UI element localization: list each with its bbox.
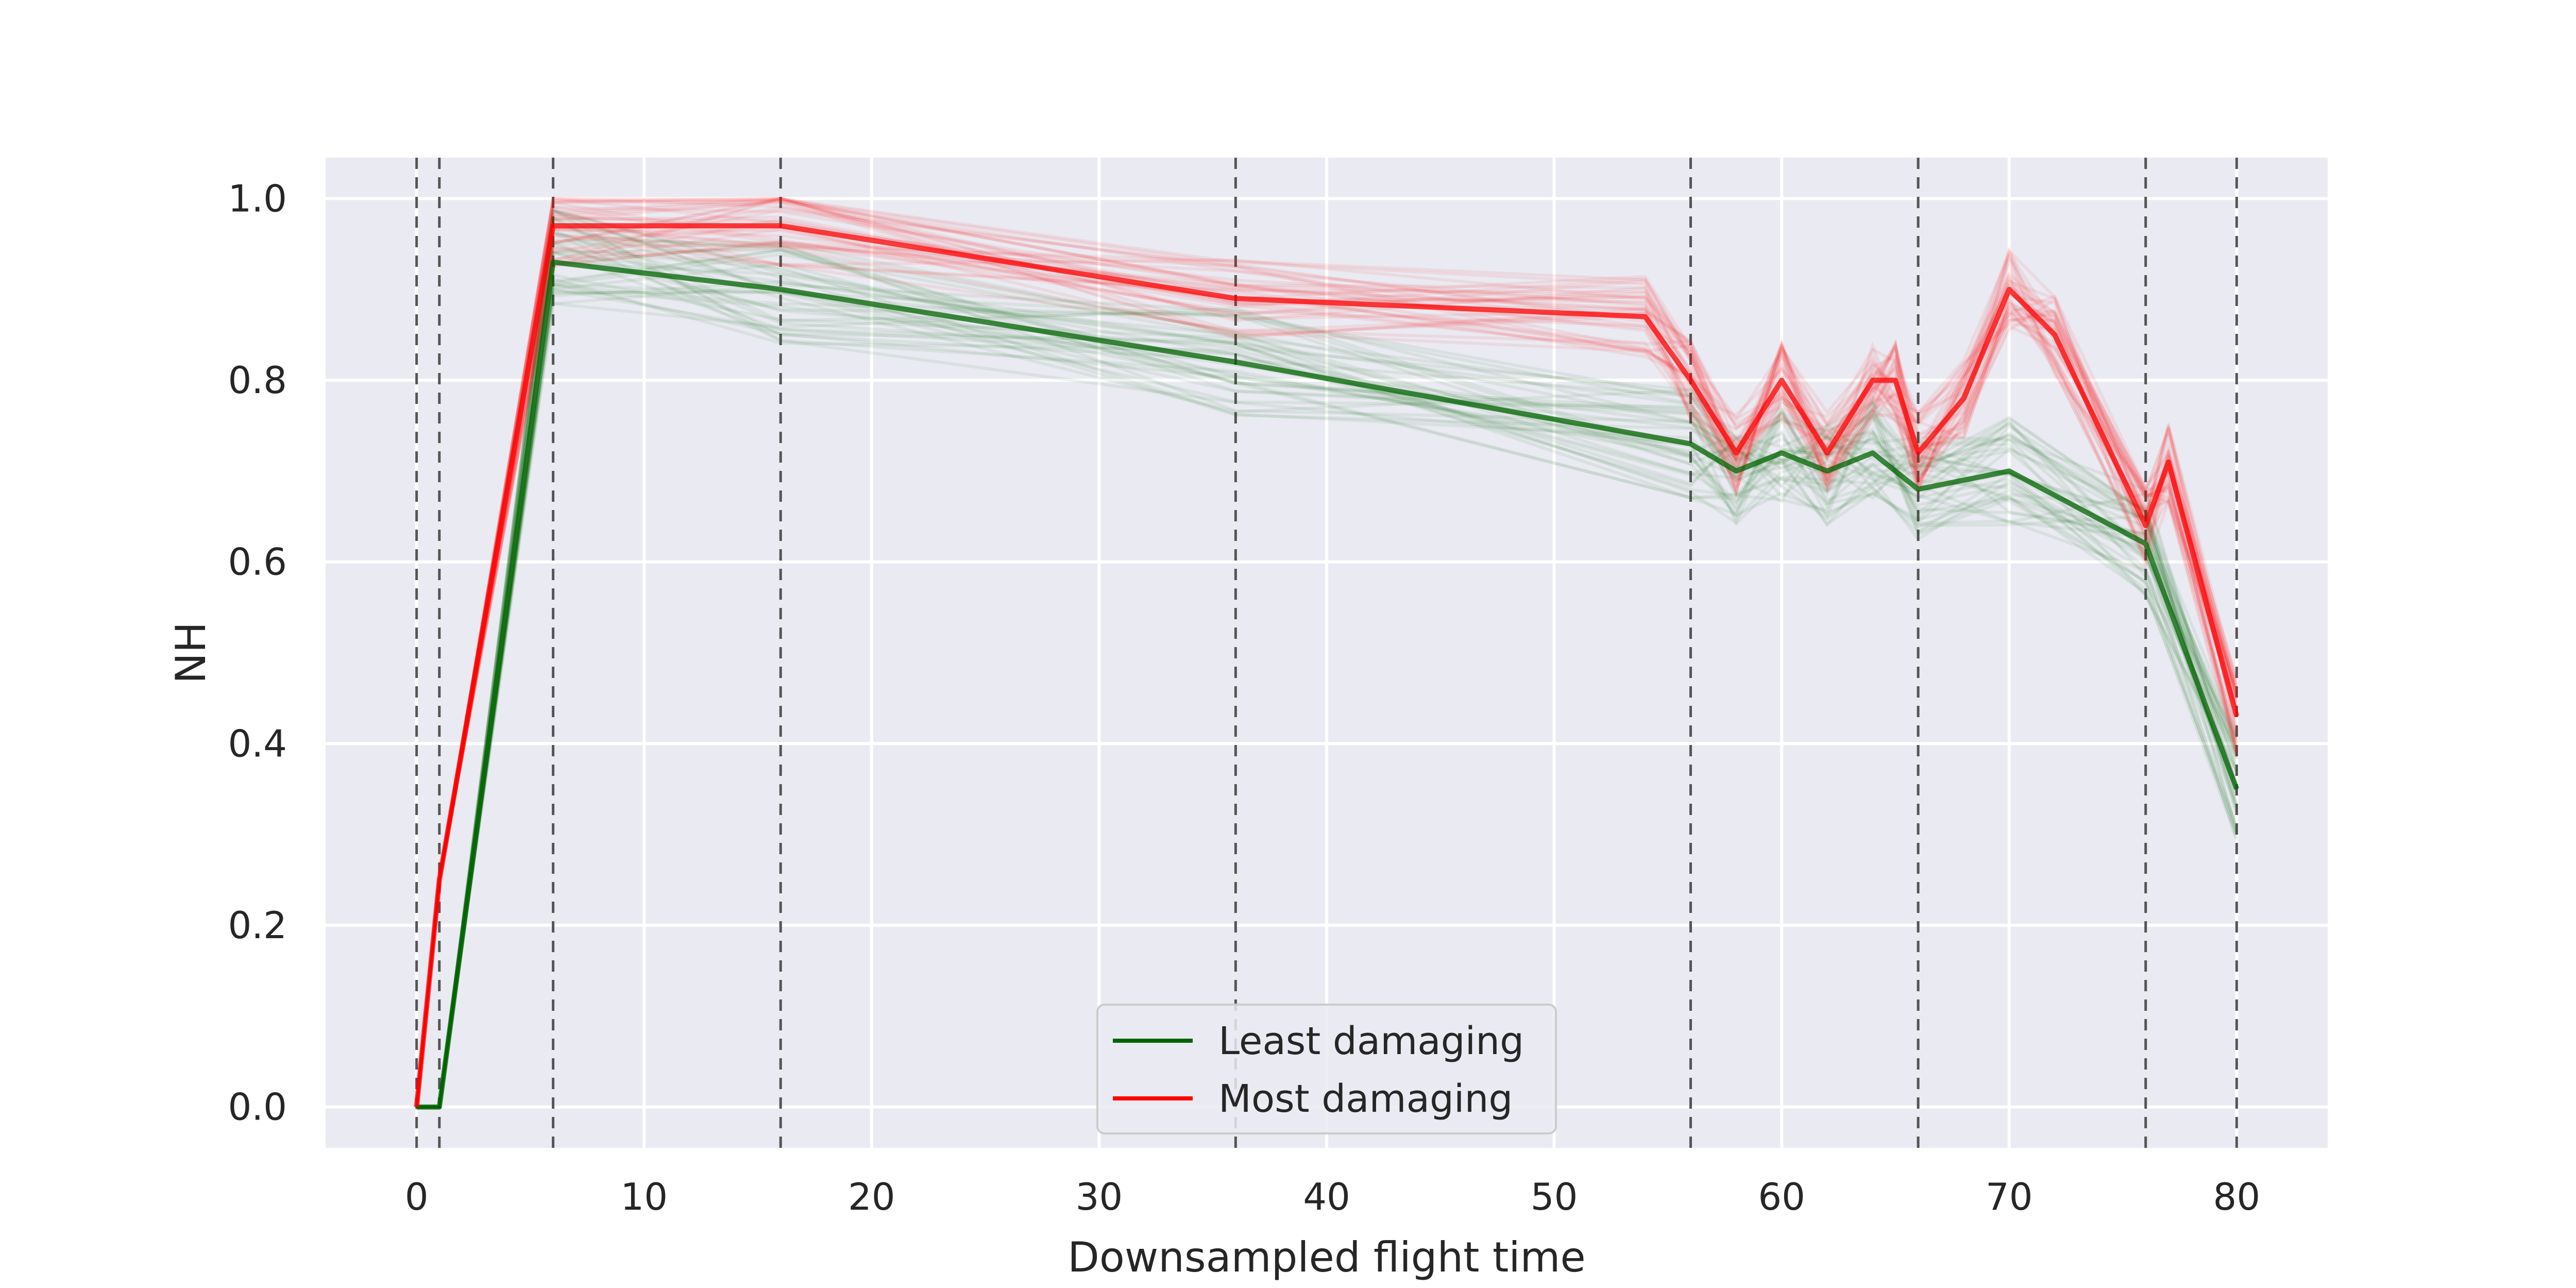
- trajectory-trace: [415, 228, 2239, 1107]
- tick-labels: 0 10 20 30 40 50 60 70 80 0.0 0.2 0.4 0.6 0.8 1.0: [228, 177, 2260, 1218]
- trajectory-trace: [416, 230, 2239, 1109]
- trajectory-trace: [416, 207, 2239, 1109]
- y-tick-label: 0.0: [228, 1086, 287, 1129]
- y-tick-label: 0.2: [228, 904, 287, 947]
- trajectory-trace: [415, 232, 2239, 1107]
- trajectory-trace: [415, 201, 2239, 1107]
- series-line-least-damaging: [416, 259, 2240, 1110]
- trajectory-trace: [415, 199, 2239, 1107]
- x-tick-label: 40: [1303, 1175, 1350, 1218]
- series-line-most-damaging: [414, 223, 2240, 1108]
- x-axis-label: Downsampled flight time: [1067, 1233, 1585, 1281]
- trajectory-trace: [416, 222, 2239, 1109]
- trajectory-trace: [415, 241, 2239, 1107]
- trajectory-trace: [415, 197, 2239, 1107]
- trajectory-trace: [415, 205, 2239, 1107]
- trajectory-trace: [415, 216, 2239, 1107]
- legend-label-least-damaging: Least damaging: [1218, 1019, 1524, 1063]
- trajectory-trace: [415, 225, 2239, 1107]
- x-tick-label: 70: [1986, 1175, 2033, 1218]
- x-tick-label: 10: [620, 1175, 668, 1218]
- x-tick-label: 80: [2213, 1175, 2261, 1218]
- trajectory-trace: [416, 250, 2239, 1109]
- trajectory-trace: [416, 282, 2239, 1109]
- trajectory-trace: [416, 262, 2239, 1109]
- x-tick-label: 20: [848, 1175, 895, 1218]
- y-tick-label: 0.4: [228, 722, 287, 765]
- trajectory-trace: [415, 197, 2239, 1107]
- trajectory-trace: [416, 302, 2239, 1109]
- trajectory-trace: [415, 227, 2239, 1107]
- legend-label-most-damaging: Most damaging: [1218, 1077, 1513, 1121]
- trajectory-trace: [416, 248, 2239, 1109]
- series-lines: [414, 223, 2240, 1110]
- trajectory-trace: [416, 283, 2239, 1109]
- trajectory-trace: [416, 288, 2239, 1109]
- trajectory-trace: [415, 208, 2239, 1107]
- y-tick-label: 1.0: [228, 177, 287, 220]
- trajectory-trace: [415, 222, 2239, 1107]
- trajectory-trace: [416, 284, 2239, 1109]
- trajectory-trace: [415, 197, 2239, 1107]
- trajectory-trace: [416, 287, 2239, 1109]
- trajectory-trace: [415, 197, 2239, 1107]
- trajectory-trace: [416, 277, 2239, 1109]
- trajectory-trace: [415, 206, 2239, 1107]
- trajectory-trace: [416, 242, 2239, 1109]
- trajectory-trace: [415, 197, 2239, 1107]
- trajectory-trace: [416, 232, 2239, 1109]
- trajectory-trace: [416, 242, 2239, 1109]
- trajectory-trace: [415, 240, 2239, 1107]
- trajectory-trace: [415, 234, 2239, 1107]
- x-tick-label: 50: [1531, 1175, 1578, 1218]
- trajectory-trace: [415, 245, 2239, 1107]
- y-tick-label: 0.8: [228, 359, 287, 402]
- x-tick-label: 0: [405, 1175, 429, 1218]
- trajectory-trace: [416, 273, 2239, 1109]
- y-axis-label: NH: [167, 622, 215, 684]
- trajectory-trace: [416, 290, 2239, 1109]
- trajectory-trace: [415, 227, 2239, 1107]
- trajectory-trace: [415, 215, 2239, 1107]
- trajectory-trace: [416, 248, 2239, 1109]
- trajectory-trace: [416, 208, 2239, 1109]
- trajectory-trace: [416, 230, 2239, 1109]
- trajectory-trace: [416, 243, 2239, 1109]
- trajectory-trace: [416, 252, 2239, 1109]
- trajectory-trace: [415, 200, 2239, 1107]
- trajectory-trace: [415, 200, 2239, 1107]
- trajectory-trace: [415, 197, 2239, 1107]
- x-tick-label: 30: [1076, 1175, 1123, 1218]
- trajectory-trace: [415, 246, 2239, 1107]
- trajectory-trace: [416, 239, 2239, 1109]
- trajectory-trace: [415, 198, 2239, 1107]
- y-tick-label: 0.6: [228, 540, 287, 584]
- trajectory-trace: [415, 197, 2239, 1107]
- legend-box: [1096, 1004, 1557, 1134]
- trajectory-trace: [415, 197, 2239, 1107]
- phase-boundaries: [415, 158, 2238, 1148]
- legend: Least damaging Most damaging: [1096, 1004, 1557, 1134]
- trajectory-trace: [416, 280, 2239, 1109]
- trajectory-trace: [416, 240, 2239, 1109]
- x-tick-label: 60: [1758, 1175, 1805, 1218]
